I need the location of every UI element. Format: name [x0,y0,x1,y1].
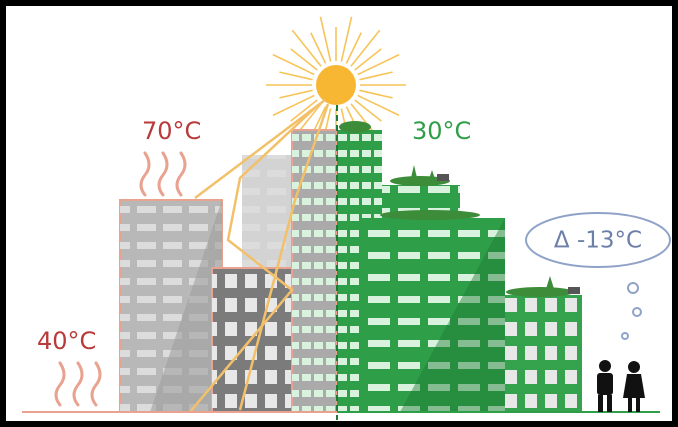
head [599,360,611,372]
bubble-dot [621,332,629,340]
thought-bubble [525,212,671,268]
sun-ray [290,99,318,122]
sun-ray [350,29,381,67]
sun-ray [345,32,362,64]
body [623,374,645,398]
heat-waves [54,151,187,407]
sun-ray [279,71,313,81]
difference-label: Δ -13°C [554,228,642,254]
ray [238,103,330,411]
plant [390,176,450,186]
sun-ray [279,89,313,99]
body [597,373,613,395]
plant [506,287,574,297]
tree [428,170,436,182]
plant [339,121,371,133]
plant [380,210,480,220]
roof-unit [437,174,449,181]
leg [598,395,603,412]
sun-ray [359,89,393,99]
windows [362,218,505,412]
temperature-label: 40°C [37,327,96,355]
ray [194,99,326,199]
wave [54,361,66,407]
shadow [150,200,222,412]
people [597,360,645,412]
reflections [189,99,330,413]
sun-ray [290,48,318,71]
sun-ray [319,16,332,62]
bubble-dot [632,307,642,317]
sun [266,16,406,154]
shadow [400,218,505,412]
wave [157,151,169,197]
tree [410,165,418,182]
temperature-label: 30°C [412,117,471,145]
sun-ray [354,48,382,71]
sun-ray [272,94,315,117]
windows [505,295,582,412]
sun-ray [310,32,327,64]
wave [175,151,187,197]
sun-disc [316,65,356,105]
leg [607,395,612,412]
sun-ray [291,29,322,67]
temperature-label: 70°C [142,117,201,145]
windows [212,268,292,412]
tree [545,276,555,292]
leg [628,398,632,412]
head [628,361,640,373]
sun-ray [357,53,400,76]
wave [90,361,102,407]
bubble-dot [627,282,639,294]
windows [292,130,337,412]
wave [72,361,84,407]
sun-ray [340,16,353,62]
sun-ray [354,99,382,122]
roof-unit [568,287,580,294]
ray [189,104,319,413]
leg [636,398,640,412]
roof-plants [339,121,574,297]
wave [139,151,151,197]
sun-ray [359,71,393,81]
sun-ray [272,53,315,76]
sun-ray [357,94,400,117]
